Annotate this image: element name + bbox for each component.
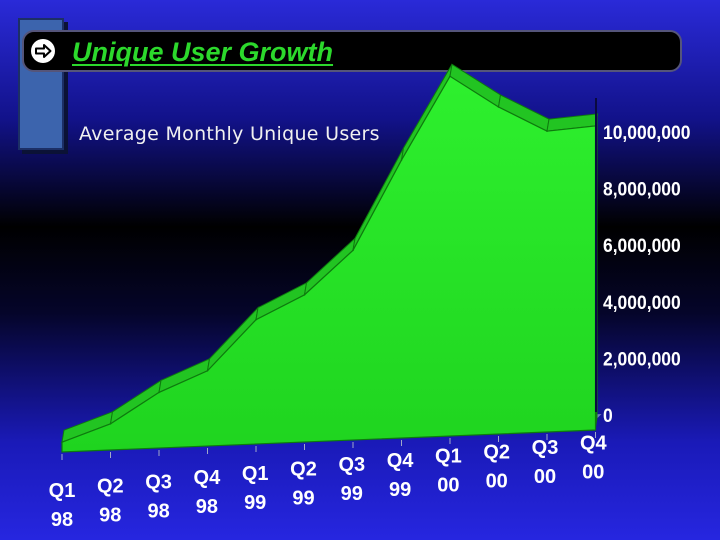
x-tick-label-quarter: Q2	[290, 459, 317, 481]
data-point	[449, 75, 451, 78]
x-tick-label-year: 99	[292, 488, 314, 510]
arrow-right-icon	[31, 39, 55, 63]
data-point	[352, 249, 354, 252]
data-point	[206, 369, 209, 372]
x-tick-label-quarter: Q1	[242, 463, 269, 485]
x-tick-label-quarter: Q4	[194, 467, 222, 489]
x-tick-label-year: 00	[486, 470, 508, 492]
x-tick-label-quarter: Q2	[483, 441, 510, 463]
y-tick-label: 2,000,000	[603, 348, 681, 370]
x-tick-label-year: 98	[147, 500, 169, 522]
data-point	[546, 130, 548, 132]
x-tick-label-year: 98	[99, 505, 121, 527]
x-tick-label-quarter: Q1	[435, 446, 462, 468]
x-tick-label-quarter: Q2	[97, 476, 124, 498]
x-tick-label-quarter: Q3	[145, 471, 172, 493]
x-tick-label-year: 98	[196, 496, 218, 518]
x-tick-label-quarter: Q3	[338, 454, 365, 476]
y-tick-label: 4,000,000	[603, 291, 681, 313]
x-tick-label-quarter: Q4	[580, 433, 608, 455]
chart-title: Average Monthly Unique Users	[79, 123, 380, 145]
data-point	[158, 391, 160, 394]
data-point	[61, 441, 63, 443]
x-tick-label-year: 00	[582, 462, 604, 484]
slide-title: Unique User Growth	[72, 37, 334, 67]
x-tick-label-year: 00	[437, 475, 459, 497]
data-point	[497, 106, 500, 108]
y-tick-label: 6,000,000	[603, 235, 681, 257]
data-point	[255, 318, 257, 321]
x-tick-label-year: 99	[244, 492, 266, 514]
y-tick-label: 0	[603, 404, 613, 426]
x-tick-label-quarter: Q4	[387, 450, 415, 472]
data-point	[109, 423, 112, 425]
data-point	[303, 294, 306, 296]
x-tick-label-quarter: Q3	[532, 437, 559, 459]
title-bar: Unique User Growth	[22, 30, 682, 72]
y-tick-label: 8,000,000	[603, 178, 681, 200]
x-tick-label-year: 99	[389, 479, 411, 501]
x-tick-label-quarter: Q1	[49, 480, 76, 502]
data-point	[400, 159, 403, 161]
y-tick-label: 10,000,000	[603, 121, 690, 143]
x-tick-label-year: 98	[51, 509, 73, 531]
x-tick-label-year: 00	[534, 466, 556, 488]
x-tick-label-year: 99	[341, 483, 363, 505]
